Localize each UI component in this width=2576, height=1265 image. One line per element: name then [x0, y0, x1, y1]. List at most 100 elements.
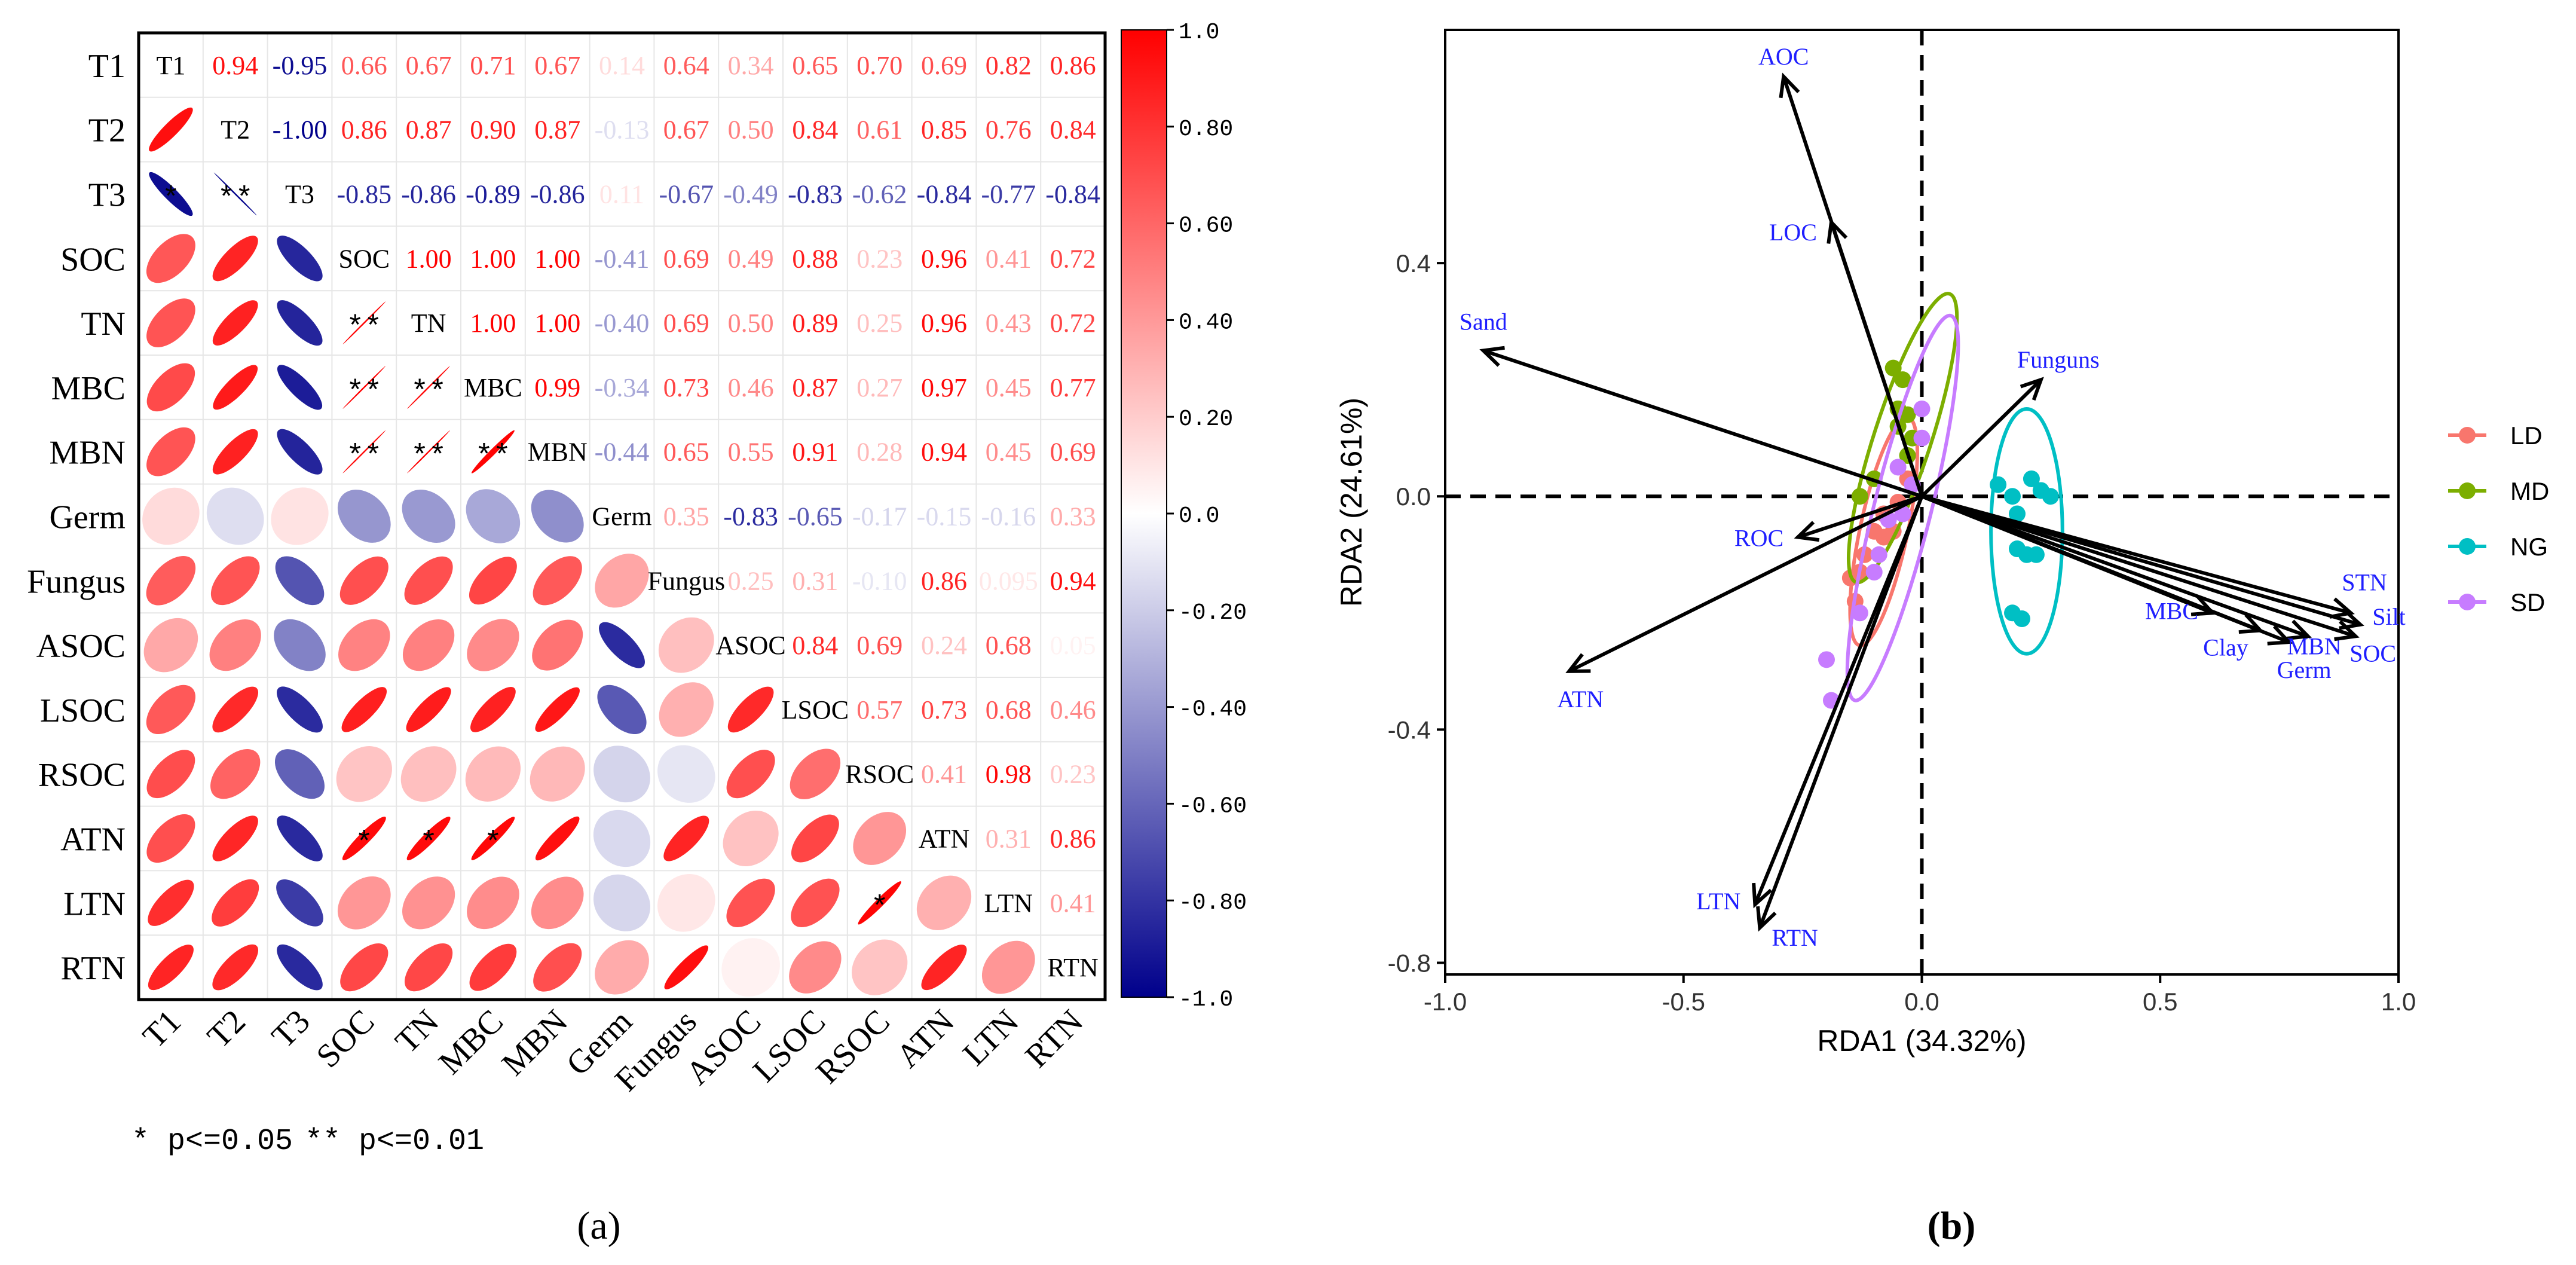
arrow-germ: [1921, 494, 2290, 644]
coef-tn-asoc: 0.50: [728, 308, 774, 338]
ellipse-t3-t2: [213, 172, 257, 216]
arrow-label-loc: LOC: [1769, 219, 1817, 246]
ellipse-mbn-mbc: [471, 430, 515, 473]
coef-mbn-atn: 0.94: [921, 438, 967, 467]
ellipse-atn-soc: [342, 817, 386, 860]
ellipse-lsoc-mbc: [470, 687, 516, 732]
coef-soc-tn: 1.00: [406, 244, 452, 273]
coef-mbn-rsoc: 0.28: [856, 438, 902, 467]
ellipse-fungus-mbc: [469, 557, 517, 605]
coef-t1-tn: 0.67: [406, 51, 452, 80]
diag-label-germ: Germ: [592, 502, 651, 531]
arrow-soc: [1921, 494, 2357, 638]
arrowhead-stn: [2329, 597, 2355, 619]
ellipse-rsoc-tn: [400, 746, 457, 802]
ellipse-rsoc-germ: [593, 745, 650, 803]
coef-lsoc-ltn: 0.68: [986, 695, 1032, 725]
ellipse-germ-mbn: [531, 490, 584, 543]
point-sd-9: [1818, 651, 1835, 668]
ellipse-asoc-t3: [274, 619, 326, 671]
ellipse-rsoc-t2: [210, 749, 261, 799]
ellipse-ltn-t2: [212, 879, 259, 927]
arrowhead-sand: [1479, 346, 1505, 367]
ellipse-rsoc-mbn: [530, 746, 585, 802]
row-label-t2: T2: [88, 112, 126, 149]
diag-label-soc: SOC: [339, 244, 390, 273]
ellipse-rtn-soc: [340, 943, 388, 992]
diag-label-mbn: MBN: [528, 438, 588, 467]
coef-soc-ltn: 0.41: [986, 244, 1032, 273]
arrow-label-ltn: LTN: [1696, 888, 1740, 915]
ellipse-rsoc-t1: [146, 750, 195, 799]
arrow-label-germ: Germ: [2277, 656, 2332, 683]
ellipse-lsoc-germ: [597, 685, 647, 734]
coef-tn-rsoc: 0.25: [856, 308, 902, 338]
row-label-germ: Germ: [49, 499, 126, 536]
ellipse-tn-soc: [342, 301, 386, 344]
diag-label-fungus: Fungus: [648, 566, 726, 595]
colorbar-tick-label-0-40: -0.40: [1179, 697, 1247, 723]
ellipse-fungus-germ: [595, 554, 649, 608]
ellipse-fungus-mbn: [533, 556, 582, 606]
row-label-t1: T1: [88, 48, 126, 85]
ellipse-lsoc-t3: [277, 686, 323, 733]
colorbar: 1.0 0.80 0.60 0.40 0.20 0.0 -0.20 -0.40 -0.60 -0.…: [1121, 20, 1247, 1013]
coef-t2-ltn: 0.76: [986, 115, 1032, 145]
coef-asoc-lsoc: 0.84: [792, 631, 838, 660]
coef-t2-asoc: 0.50: [728, 115, 774, 145]
coef-t3-rtn: -0.84: [1045, 180, 1100, 209]
ellipse-soc-t1: [146, 234, 195, 283]
arrowhead-funguns: [2020, 377, 2044, 401]
coef-t1-rsoc: 0.70: [856, 51, 902, 80]
ellipse-asoc-mbn: [532, 619, 583, 671]
col-label-rtn: RTN: [1018, 1003, 1091, 1075]
coef-germ-rsoc: -0.17: [852, 502, 907, 531]
diag-label-rtn: RTN: [1047, 953, 1098, 982]
coef-t1-mbn: 0.67: [534, 51, 580, 80]
coef-soc-rsoc: 0.23: [856, 244, 902, 273]
coef-t3-germ: 0.11: [599, 180, 644, 209]
coef-mbc-fungus: 0.73: [663, 373, 709, 402]
point-sd-7: [1865, 564, 1883, 581]
arrow-silt: [1921, 494, 2361, 627]
point-md-0: [1884, 359, 1902, 377]
rda-legend: LD MD NG SD: [2448, 421, 2549, 616]
col-label-rsoc: RSOC: [809, 1003, 897, 1090]
significance-note-two-star: ** p<=0.01: [305, 1125, 484, 1159]
ellipse-rtn-mbn: [533, 943, 582, 992]
ellipse-fungus-t3: [275, 556, 325, 606]
point-sd-1: [1913, 429, 1931, 447]
coef-germ-atn: -0.15: [917, 502, 972, 531]
coef-mbc-atn: 0.97: [921, 373, 967, 402]
coef-mbc-rsoc: 0.27: [856, 373, 902, 402]
arrow-label-rtn: RTN: [1772, 924, 1818, 951]
ellipse-tn-t1: [146, 298, 195, 347]
x-tick-label-0-5: 0.5: [2143, 988, 2177, 1016]
ellipse-atn-asoc: [723, 810, 779, 867]
ellipse-lsoc-t1: [146, 685, 195, 734]
point-sd-8: [1851, 604, 1868, 622]
arrowhead-loc: [1827, 218, 1848, 244]
diag-label-tn: TN: [411, 308, 446, 338]
ellipse-rtn-mbc: [469, 943, 517, 991]
colorbar-tick-label-0-60: -0.60: [1179, 793, 1247, 819]
coef-germ-ltn: -0.16: [981, 502, 1036, 531]
coef-mbc-mbn: 0.99: [534, 373, 580, 402]
ellipse-asoc-tn: [402, 619, 455, 671]
arrow-rtn: [1758, 496, 1924, 929]
ellipse-asoc-germ: [599, 622, 645, 668]
arrowhead-germ: [2267, 625, 2293, 646]
ellipse-ltn-mbc: [467, 876, 519, 930]
point-sd-6: [1870, 546, 1887, 563]
point-ng-8: [2027, 546, 2045, 563]
ellipse-rtn-lsoc: [789, 941, 842, 994]
ellipse-mbc-t3: [277, 365, 323, 410]
rda-biplot: AOCLOCSandFungunsROCATNLTNRTNMBCClayGerm…: [1335, 29, 2416, 1058]
coef-mbn-fungus: 0.65: [663, 438, 709, 467]
coef-t2-mbc: 0.90: [470, 115, 516, 145]
coef-fungus-asoc: 0.25: [728, 566, 774, 595]
point-md-1: [1894, 371, 1911, 389]
x-tick-label-0-0: 0.0: [1904, 988, 1939, 1016]
ellipse-germ-tn: [402, 490, 455, 543]
arrow-ltn: [1753, 496, 1924, 906]
